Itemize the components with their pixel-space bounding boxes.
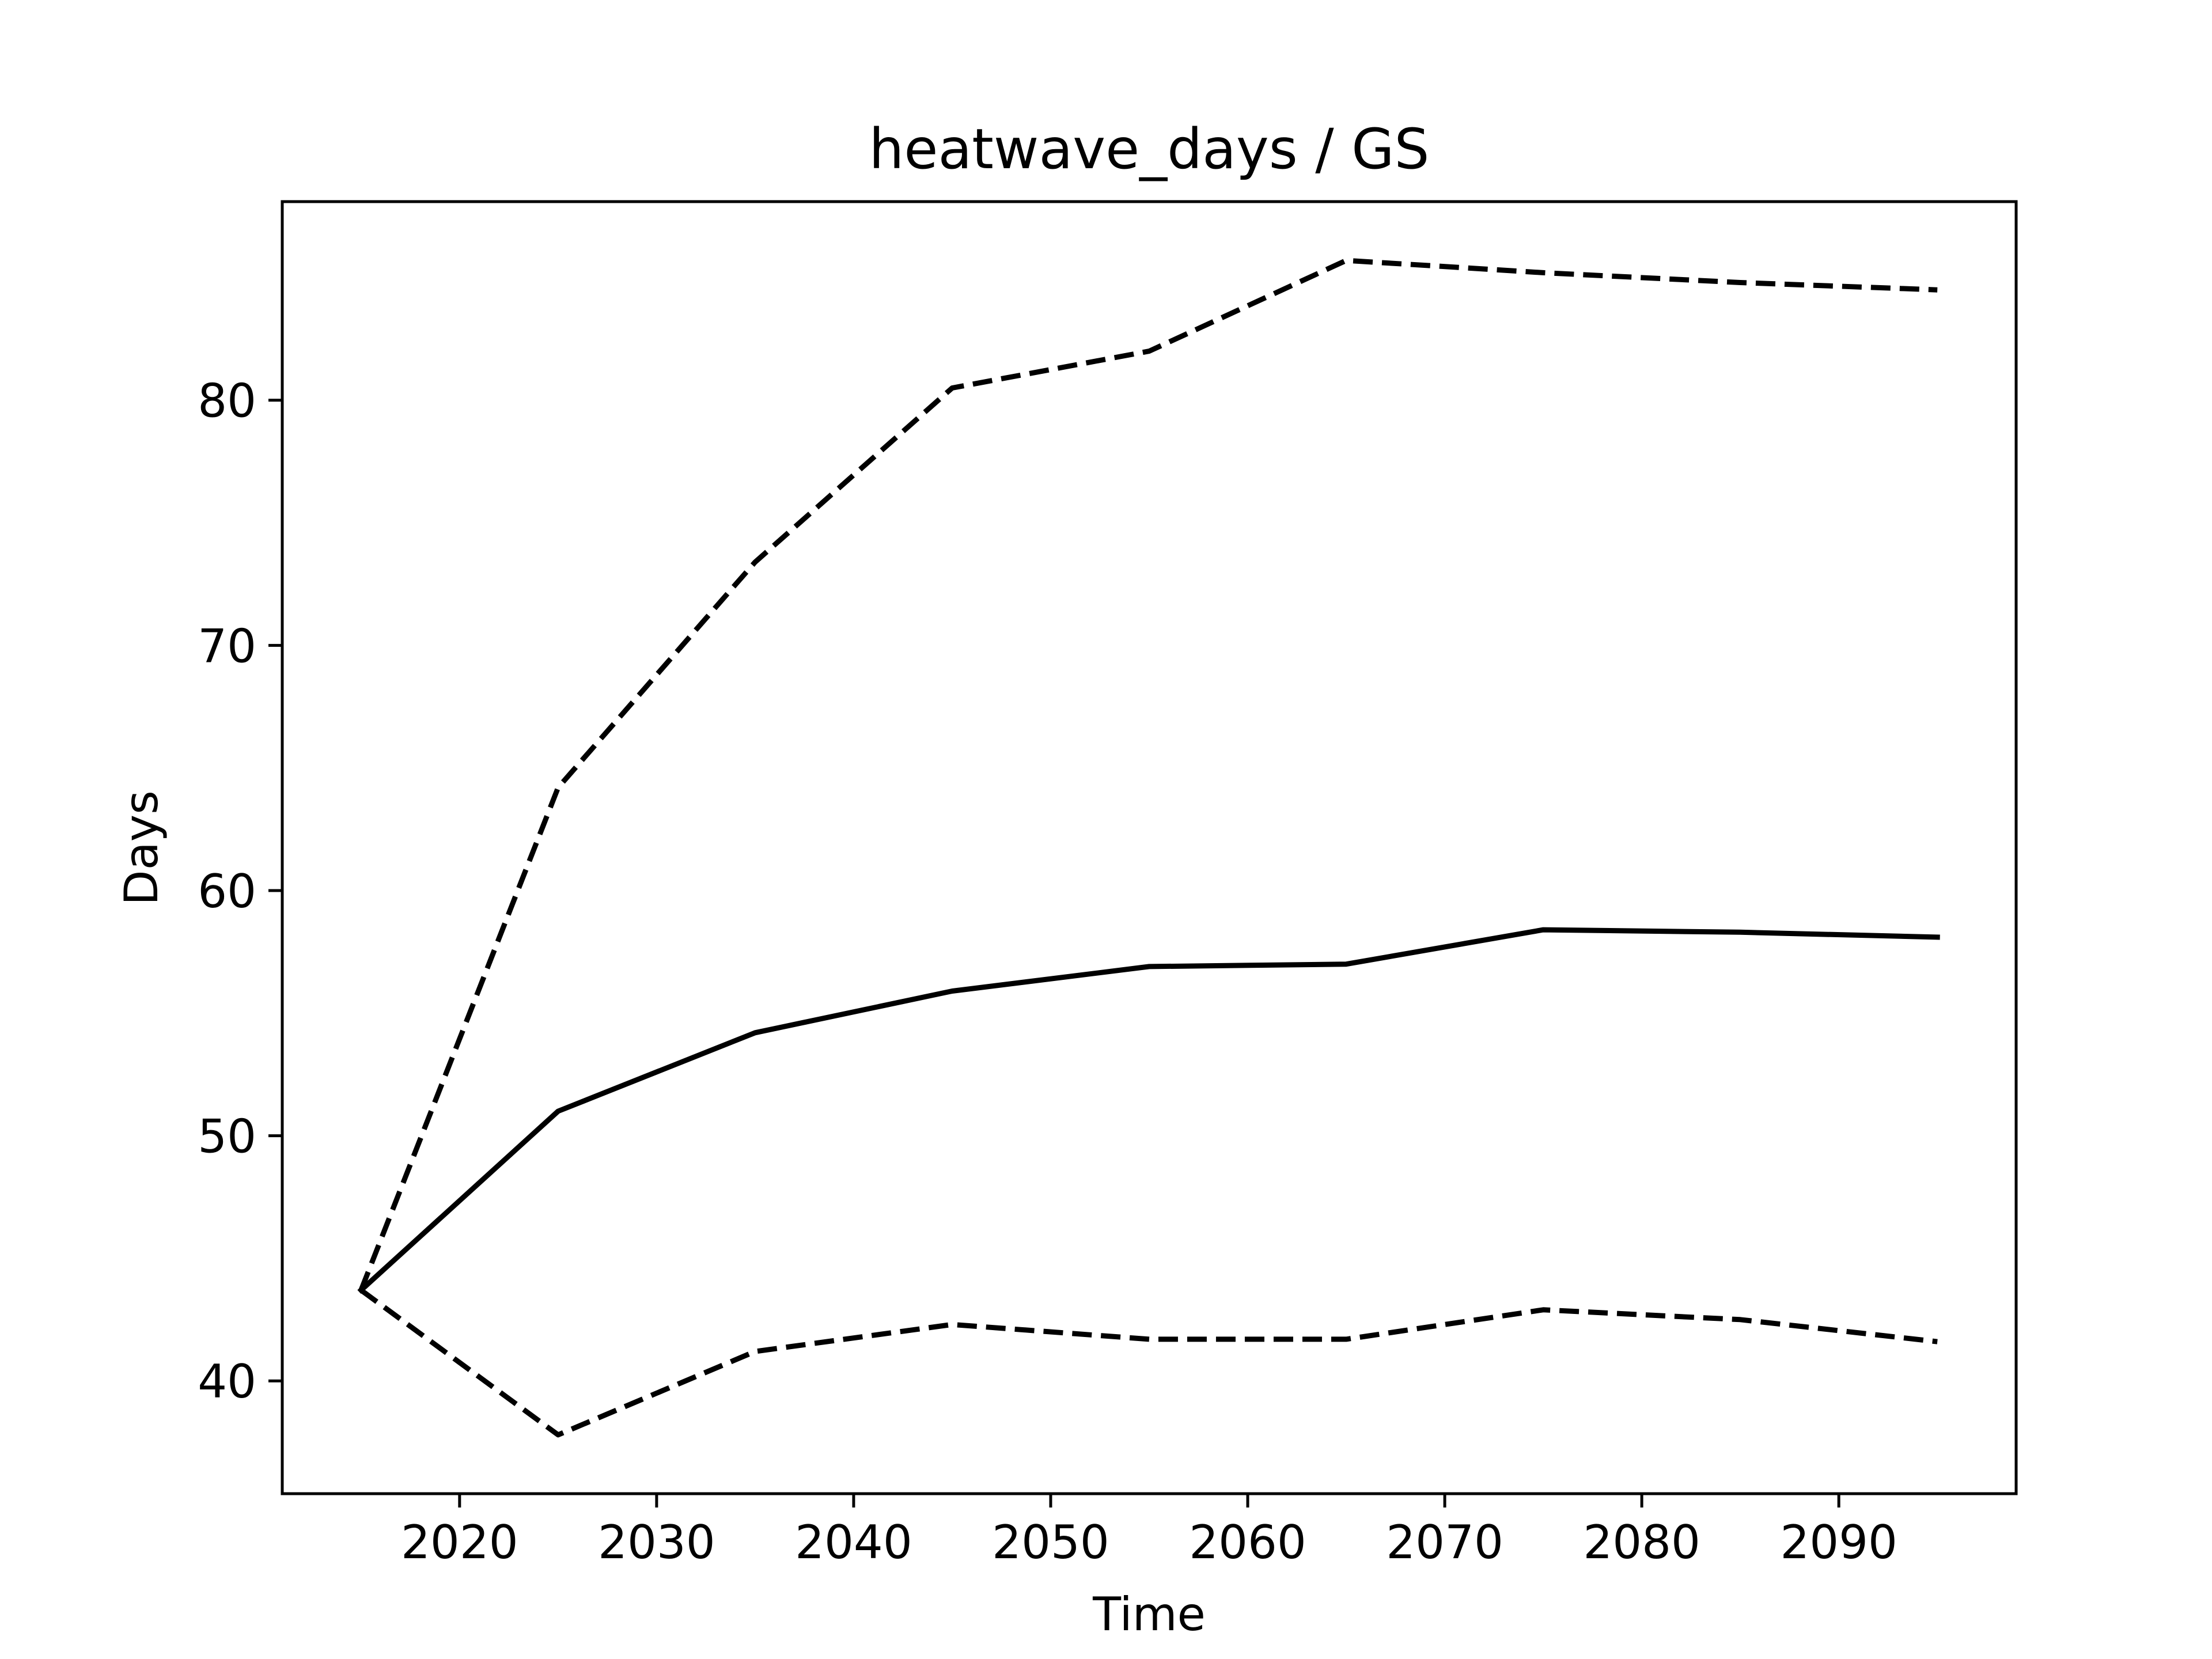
y-axis-label: Days bbox=[115, 790, 168, 906]
x-tick-label: 2040 bbox=[795, 1516, 912, 1569]
series-layer bbox=[357, 257, 1940, 1438]
series-line-upper bbox=[358, 257, 1938, 1291]
plot-frame bbox=[281, 200, 2018, 1495]
series-line-lower bbox=[359, 1288, 1938, 1438]
x-tick-label: 2020 bbox=[401, 1516, 518, 1569]
y-axis: 40 50 60 70 80 bbox=[198, 374, 282, 1408]
y-tick-label: 50 bbox=[198, 1110, 256, 1164]
chart-title: heatwave_days / GS bbox=[869, 117, 1430, 181]
x-tick-label: 2070 bbox=[1386, 1516, 1503, 1569]
y-tick-label: 70 bbox=[198, 619, 256, 673]
series-line-mean bbox=[357, 927, 1940, 1294]
y-tick-label: 40 bbox=[198, 1355, 256, 1408]
y-tick-label: 80 bbox=[198, 374, 256, 428]
x-tick-label: 2090 bbox=[1780, 1516, 1897, 1569]
x-tick-label: 2050 bbox=[992, 1516, 1109, 1569]
y-tick-label: 60 bbox=[198, 865, 256, 918]
x-tick-label: 2060 bbox=[1189, 1516, 1306, 1569]
x-axis-label: Time bbox=[1092, 1588, 1206, 1641]
x-tick-label: 2080 bbox=[1583, 1516, 1700, 1569]
x-axis: 2020 2030 2040 2050 2060 2070 2080 2090 bbox=[401, 1494, 1897, 1569]
x-tick-label: 2030 bbox=[598, 1516, 715, 1569]
